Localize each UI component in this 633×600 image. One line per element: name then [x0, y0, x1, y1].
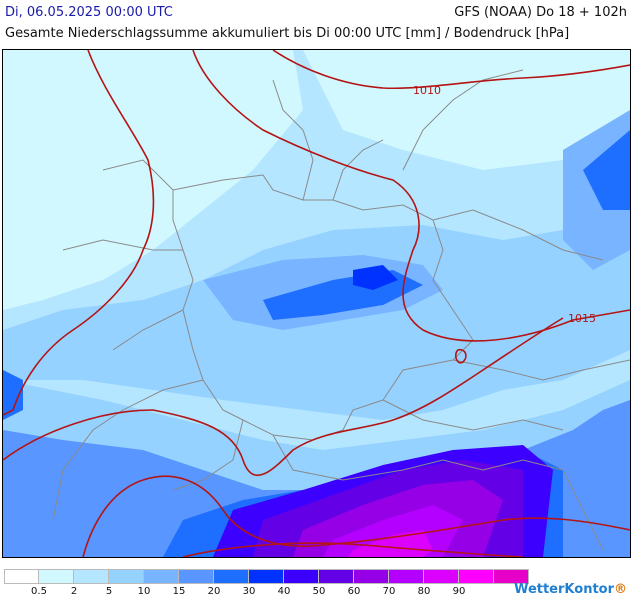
isobar-label: 1015 [568, 312, 596, 325]
precip-field-light [303, 50, 630, 170]
precip-field-edge [3, 370, 23, 420]
legend-swatch [74, 569, 109, 584]
legend-tick: 0.5 [31, 586, 47, 597]
legend-swatch [424, 569, 459, 584]
precip-field-band [583, 130, 630, 210]
legend-tick: 90 [452, 586, 466, 597]
legend-swatch [494, 569, 529, 584]
precip-field-light [3, 50, 303, 310]
legend-tick: 70 [382, 586, 396, 597]
legend-swatch [319, 569, 354, 584]
legend-swatch [109, 569, 144, 584]
legend-tick: 20 [207, 586, 221, 597]
forecast-date: Di, 06.05.2025 00:00 UTC [5, 5, 173, 20]
precip-field-heavy [353, 265, 398, 290]
legend-tick: 5 [105, 586, 113, 597]
legend-swatch [354, 569, 389, 584]
legend-swatch [389, 569, 424, 584]
legend-tick: 50 [312, 586, 326, 597]
legend-tick: 30 [242, 586, 256, 597]
legend-tick: 80 [417, 586, 431, 597]
precip-field-extreme [348, 530, 433, 557]
color-scale-legend [4, 569, 529, 585]
country-borders [52, 69, 630, 551]
legend-swatch [214, 569, 249, 584]
legend-tick: 2 [70, 586, 78, 597]
legend-swatch [144, 569, 179, 584]
legend-swatch [284, 569, 319, 584]
map-subtitle: Gesamte Niederschlagssumme akkumuliert b… [5, 26, 570, 41]
legend-tick: 40 [277, 586, 291, 597]
legend-swatch [249, 569, 284, 584]
isobar-label: 1010 [413, 84, 441, 97]
legend-tick: 15 [172, 586, 186, 597]
brand-mark: ® [614, 582, 627, 597]
legend-tick: 60 [347, 586, 361, 597]
brand-logo: WetterKontor® [514, 582, 627, 597]
brand-name: WetterKontor [514, 582, 614, 597]
legend-tick: 10 [137, 586, 151, 597]
legend-swatch [4, 569, 39, 584]
color-scale-ticks: 0.5 2 5 10 15 20 30 40 50 60 70 80 90 [4, 586, 504, 600]
legend-swatch [459, 569, 494, 584]
isobar-lines [3, 50, 630, 557]
precipitation-map[interactable]: 1010 1015 [2, 49, 631, 558]
legend-swatch [179, 569, 214, 584]
model-run: GFS (NOAA) Do 18 + 102h [454, 5, 627, 20]
legend-swatch [39, 569, 74, 584]
